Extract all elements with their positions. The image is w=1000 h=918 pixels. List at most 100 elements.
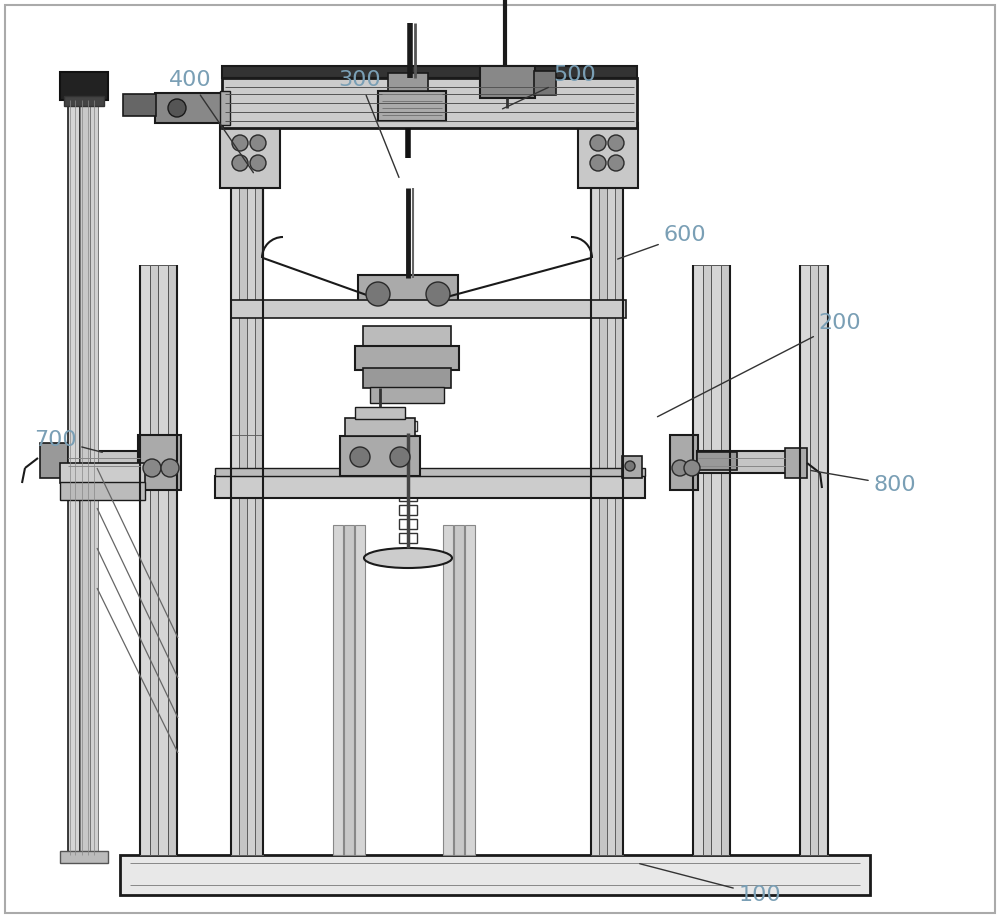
Bar [215,476,645,498]
Bar [64,96,104,106]
Bar [355,346,459,370]
Bar [578,123,638,188]
Bar [399,435,417,445]
Bar [150,265,158,855]
Bar [599,188,607,855]
Text: 800: 800 [811,470,916,495]
Bar [399,463,417,473]
Bar [231,188,239,855]
Circle shape [590,135,606,151]
Bar [140,265,150,855]
Bar [255,188,263,855]
Bar [239,435,247,855]
Bar [693,265,703,855]
Bar [399,477,417,487]
Bar [818,265,828,855]
Bar [123,94,156,116]
Bar [785,448,807,478]
Circle shape [232,135,248,151]
Circle shape [232,155,248,171]
Bar [168,265,176,855]
Circle shape [625,461,635,471]
Bar [220,91,230,125]
Bar [465,525,475,855]
Circle shape [143,459,161,477]
Bar [607,188,615,855]
Bar [370,387,444,403]
Circle shape [366,282,390,306]
Bar [703,265,711,855]
Bar [697,452,737,470]
Bar [355,407,405,419]
Bar [534,71,556,95]
Bar [399,519,417,529]
Bar [711,265,721,855]
Circle shape [168,99,186,117]
Bar [40,443,68,478]
Bar [615,188,623,855]
Text: 600: 600 [618,225,706,259]
Circle shape [684,460,700,476]
Text: 300: 300 [339,70,399,177]
Bar [247,435,255,855]
Bar [388,73,428,91]
Bar [333,525,343,855]
Bar [399,533,417,543]
Bar [399,491,417,501]
Bar [697,451,787,473]
Bar [255,435,263,855]
Bar [65,451,143,473]
Bar [622,456,642,478]
Bar [222,78,637,128]
Bar [378,91,446,121]
Bar [220,123,280,188]
Bar [800,265,810,855]
Circle shape [350,447,370,467]
Circle shape [590,155,606,171]
Bar [155,93,223,123]
Bar [399,421,417,431]
Text: 700: 700 [34,430,102,453]
Bar [80,100,90,855]
Bar [443,525,453,855]
Circle shape [426,282,450,306]
Bar [60,851,108,863]
Bar [90,100,98,855]
Bar [344,525,354,855]
Bar [345,418,415,436]
Bar [721,265,729,855]
Text: 500: 500 [503,65,596,109]
Bar [358,275,458,313]
Bar [239,188,247,855]
Text: 100: 100 [640,864,781,905]
Circle shape [390,447,410,467]
Bar [247,188,255,855]
Bar [231,300,626,318]
Bar [363,368,451,388]
Text: 400: 400 [169,70,253,173]
Bar [355,525,365,855]
Bar [810,265,818,855]
Bar [68,100,80,855]
Text: 200: 200 [657,313,861,417]
Bar [399,449,417,459]
Bar [454,525,464,855]
Ellipse shape [364,548,452,568]
Bar [60,463,145,483]
Bar [363,326,451,346]
Bar [222,66,637,78]
Bar [120,855,870,895]
Circle shape [608,135,624,151]
Bar [399,505,417,515]
Circle shape [250,135,266,151]
Bar [60,72,108,100]
Bar [670,435,698,490]
Bar [138,435,181,490]
Bar [340,436,420,476]
Bar [591,188,599,855]
Bar [480,66,535,98]
Circle shape [608,155,624,171]
Circle shape [672,460,688,476]
Bar [215,468,645,476]
Bar [158,265,168,855]
